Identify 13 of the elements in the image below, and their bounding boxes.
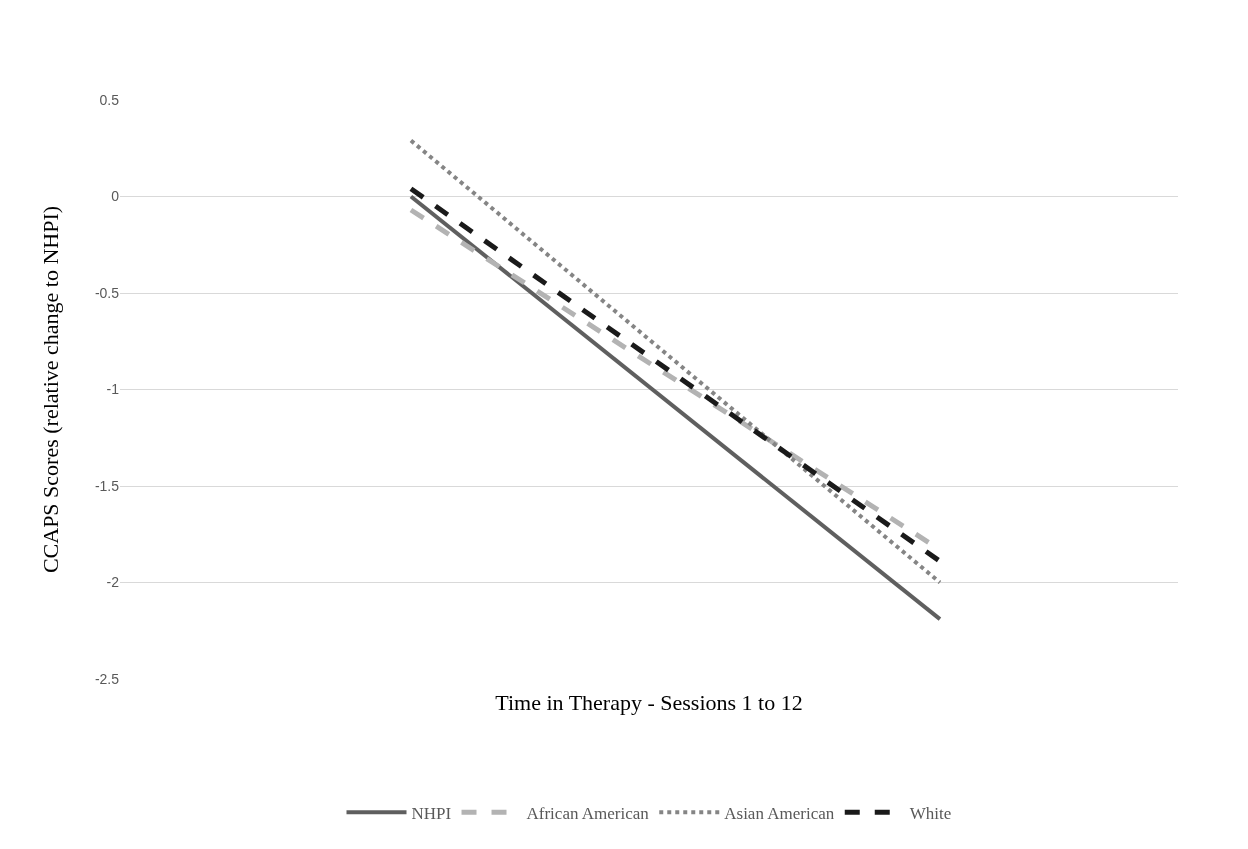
y-axis-title: CCAPS Scores (relative change to NHPI) <box>37 205 63 574</box>
legend-label: White <box>909 803 952 823</box>
legend-label: Asian American <box>724 803 835 823</box>
y-tick-label: -1.5 <box>94 477 120 494</box>
y-tick-label: -2.5 <box>94 670 120 687</box>
y-tick-label: 0.5 <box>99 91 120 108</box>
legend-label: NHPI <box>411 803 452 823</box>
y-tick-label: -1 <box>106 381 120 398</box>
x-axis-title: Time in Therapy - Sessions 1 to 12 <box>495 689 803 715</box>
y-tick-label: -2 <box>106 574 120 591</box>
legend-label: African American <box>526 803 650 823</box>
y-tick-label: 0 <box>111 188 120 205</box>
y-tick-label: -0.5 <box>94 284 120 301</box>
